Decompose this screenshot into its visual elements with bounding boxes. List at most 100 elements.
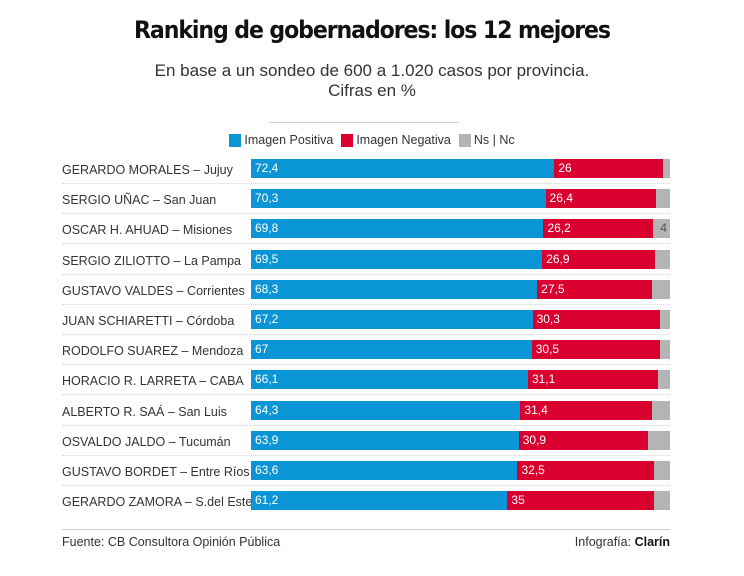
category-label: ALBERTO R. SAÁ – San Luis [62,404,227,419]
bar-segment-nsnc [663,159,670,178]
data-label: 31,4 [524,402,548,417]
data-label: 31,1 [531,372,556,387]
bar-segment-positive: 69,8 [251,219,544,239]
data-label: 30,3 [536,312,560,326]
bar-segment-nsnc [656,189,670,209]
data-label: 30,9 [522,432,547,447]
row-separator [62,273,670,275]
bar-segment-negative: 26,4 [545,189,657,209]
bar-segment-negative: 31,4 [520,400,652,420]
legend-label-positive: Imagen Positiva [244,133,334,147]
row-separator [62,364,670,366]
row-separator [62,485,670,486]
bar-segment-nsnc [648,430,670,450]
category-label: RODOLFO SUAREZ – Mendoza [62,344,244,359]
row-separator [62,243,670,245]
bar-segment-negative: 26 [554,159,664,178]
data-label: 26,2 [547,221,571,236]
chart-row: JUAN SCHIARETTI – Córdoba 67,2 30,3 [62,309,670,339]
bar-segment-negative: 30,5 [531,340,660,360]
bar-segment-positive: 64,3 [251,400,521,420]
chart-row: GERARDO MORALES – Jujuy 72,4 26 [62,158,670,188]
legend-item-negative: Imagen Negativa [341,133,451,147]
credit-prefix: Infografía: [574,535,635,549]
bar-segment-nsnc [659,310,670,329]
category-label: SERGIO ZILIOTTO – La Pampa [62,253,241,268]
data-label: 68,3 [255,281,279,296]
legend-swatch-positive [229,133,242,147]
data-label: 67 [255,342,269,357]
data-label: 26 [558,161,572,175]
bar-segment-positive: 61,2 [251,491,508,511]
row-separator [62,334,670,335]
data-label: 26,9 [546,251,570,266]
bar-segment-nsnc [659,340,670,360]
category-label: OSCAR H. AHUAD – Misiones [62,223,233,238]
data-label: 35 [511,493,525,508]
row-separator [62,394,670,396]
category-label: JUAN SCHIARETTI – Córdoba [62,314,235,328]
credit-brand: Clarín [634,535,670,549]
source-note: Fuente: CB Consultora Opinión Pública [62,535,281,549]
subtitle-line-1: En base a un sondeo de 600 a 1.020 casos… [154,61,590,80]
subtitle-line-2: Cifras en % [328,81,416,100]
data-label: 4 [660,221,667,236]
bar-segment-nsnc [654,491,670,511]
data-label: 67,2 [255,312,279,326]
data-label: 27,5 [541,281,565,296]
bar-segment-positive: 69,5 [251,249,543,269]
bar-segment-nsnc [653,461,670,480]
bar-segment-nsnc [658,370,670,390]
category-label: OSVALDO JALDO – Tucumán [62,434,231,449]
legend-item-nsnc: Ns | Nc [458,133,515,147]
legend-label-nsnc: Ns | Nc [473,133,515,147]
bar-segment-negative: 26,2 [543,219,654,239]
legend-label-negative: Imagen Negativa [356,133,451,147]
bar-segment-nsnc [652,279,670,299]
chart-row: OSVALDO JALDO – Tucumán 63,9 30,9 [62,430,670,460]
legend: Imagen Positiva Imagen Negativa Ns | Nc [0,133,744,147]
bar-segment-negative: 26,9 [542,249,655,269]
data-label: 72,4 [255,161,279,175]
footer-divider [62,529,670,530]
credit-note: Infografía: Clarín [575,535,670,549]
bar-segment-negative: 30,3 [532,310,660,329]
bar-segment-positive: 63,9 [251,430,519,450]
data-label: 69,8 [255,221,279,236]
chart-row: SERGIO ZILIOTTO – La Pampa 69,5 26,9 [62,249,670,279]
row-separator [62,424,670,426]
bar-segment-negative: 27,5 [537,279,653,299]
bar-segment-nsnc: 4 [653,219,670,239]
bar-segment-positive: 67 [251,340,532,360]
category-label: GUSTAVO BORDET – Entre Ríos [62,465,250,479]
bar-segment-negative: 32,5 [517,461,654,480]
category-label: GUSTAVO VALDES – Corrientes [62,283,245,298]
chart-row: GERARDO ZAMORA – S.del Estero 61,2 35 [62,490,670,520]
chart-title: Ranking de gobernadores: los 12 mejores [134,16,611,44]
chart-row: RODOLFO SUAREZ – Mendoza 67 30,5 [62,339,670,369]
legend-swatch-nsnc [458,133,471,147]
bar-segment-nsnc [654,249,670,269]
row-separator [62,213,670,215]
data-label: 26,4 [549,191,573,206]
category-label: GERARDO ZAMORA – S.del Estero [62,495,264,510]
bar-segment-negative: 30,9 [518,430,649,450]
row-separator [62,303,670,305]
data-label: 63,9 [255,432,279,447]
data-label: 64,3 [255,402,279,417]
legend-swatch-negative [341,133,354,147]
bar-segment-positive: 72,4 [251,159,555,178]
chart-row: OSCAR H. AHUAD – Misiones 69,8 26,2 4 [62,218,670,248]
row-separator [62,183,670,184]
category-label: GERARDO MORALES – Jujuy [62,163,233,177]
bar-segment-negative: 35 [507,491,655,511]
chart-row: GUSTAVO VALDES – Corrientes 68,3 27,5 [62,279,670,309]
bar-segment-negative: 31,1 [527,370,659,390]
data-label: 69,5 [255,251,279,266]
data-label: 66,1 [255,372,279,387]
data-label: 61,2 [255,493,279,508]
data-label: 32,5 [521,463,545,477]
chart-row: GUSTAVO BORDET – Entre Ríos 63,6 32,5 [62,460,670,490]
data-label: 63,6 [255,463,279,477]
category-label: SERGIO UÑAC – San Juan [62,193,217,208]
